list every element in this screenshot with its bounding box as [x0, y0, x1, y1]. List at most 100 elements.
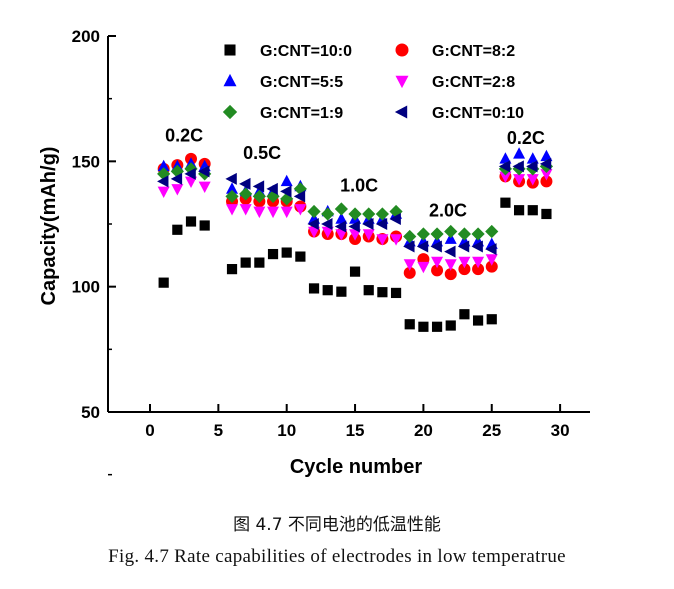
data-point	[444, 232, 457, 244]
data-point	[267, 248, 279, 260]
data-point	[376, 234, 389, 246]
x-tick-label: 10	[277, 421, 296, 440]
x-tick-label: 20	[414, 421, 433, 440]
data-point	[498, 160, 511, 173]
data-point	[294, 204, 307, 216]
data-point	[157, 186, 170, 199]
data-point	[322, 285, 333, 296]
data-point	[349, 266, 361, 277]
data-point	[472, 263, 485, 276]
x-tick-label: 15	[346, 421, 365, 440]
data-point	[362, 229, 375, 241]
data-point	[252, 189, 266, 204]
legend-marker	[222, 104, 238, 120]
data-point	[267, 206, 280, 219]
data-point	[457, 240, 470, 253]
y-axis-label: Capacity(mAh/g)	[38, 147, 60, 306]
data-point	[321, 207, 335, 221]
data-point	[239, 204, 252, 216]
data-point	[390, 234, 403, 246]
data-point	[157, 175, 169, 188]
data-point	[349, 229, 362, 241]
data-point	[334, 220, 347, 233]
data-point	[348, 220, 360, 233]
data-point	[226, 204, 239, 216]
rate-annotation: 1.0C	[340, 175, 378, 195]
y-tick-label: 150	[72, 152, 100, 171]
data-point	[308, 283, 320, 294]
legend-label: G:CNT=0:10	[432, 105, 524, 122]
data-point	[280, 206, 293, 219]
data-point	[295, 251, 306, 262]
data-point	[199, 220, 210, 231]
data-point	[431, 256, 444, 269]
data-point	[485, 254, 498, 266]
data-point	[254, 257, 265, 268]
data-point	[430, 240, 442, 253]
data-point	[362, 207, 376, 221]
data-point	[185, 216, 197, 227]
data-point	[416, 227, 430, 241]
data-point	[185, 176, 198, 188]
rate-annotation: 0.2C	[507, 128, 545, 148]
data-point	[281, 247, 292, 258]
data-point	[444, 259, 457, 271]
legend-marker	[223, 73, 237, 87]
data-point	[458, 263, 471, 276]
data-point	[403, 266, 416, 279]
data-point	[513, 205, 525, 216]
data-points	[157, 147, 554, 332]
data-point	[375, 218, 388, 230]
data-point	[471, 227, 485, 241]
data-point	[321, 226, 334, 239]
data-point	[225, 189, 239, 204]
data-point	[375, 207, 389, 221]
data-point	[266, 189, 280, 204]
data-point	[389, 212, 401, 225]
data-point	[198, 181, 211, 193]
data-point	[335, 229, 348, 241]
rate-annotation: 0.5C	[243, 143, 281, 163]
data-point	[253, 206, 266, 219]
data-point	[526, 160, 538, 173]
legend-marker	[224, 44, 236, 56]
data-point	[184, 167, 196, 180]
legend-label: G:CNT=2:8	[432, 74, 515, 91]
data-point	[336, 286, 347, 297]
x-tick-label: 0	[145, 421, 154, 440]
data-point	[540, 169, 553, 181]
data-point	[540, 175, 553, 188]
data-point	[390, 287, 402, 299]
data-point	[239, 187, 253, 201]
data-point	[362, 218, 374, 230]
data-point	[308, 226, 321, 239]
data-point	[307, 204, 321, 219]
data-point	[377, 287, 388, 298]
data-point	[293, 190, 306, 203]
data-point	[226, 182, 239, 194]
x-tick-label: 5	[214, 421, 223, 440]
data-point	[417, 261, 430, 274]
x-tick-label: 30	[551, 421, 570, 440]
data-point	[458, 256, 471, 269]
data-point	[157, 159, 170, 172]
data-point	[348, 207, 362, 221]
data-point	[239, 177, 251, 190]
data-point	[266, 182, 278, 195]
data-point	[280, 174, 293, 187]
data-point	[404, 319, 415, 330]
data-point	[403, 229, 417, 244]
series-triangle-down	[157, 169, 553, 274]
data-point	[416, 240, 429, 253]
data-point	[171, 184, 184, 196]
series-triangle-left	[157, 157, 552, 258]
rate-annotation: 2.0C	[429, 200, 467, 220]
data-point	[513, 174, 526, 186]
data-point	[541, 208, 552, 220]
legend-label: G:CNT=10:0	[260, 43, 352, 60]
data-point	[527, 205, 538, 216]
data-point	[170, 172, 183, 185]
data-point	[158, 277, 169, 288]
data-point	[444, 224, 458, 239]
data-point	[472, 256, 485, 269]
